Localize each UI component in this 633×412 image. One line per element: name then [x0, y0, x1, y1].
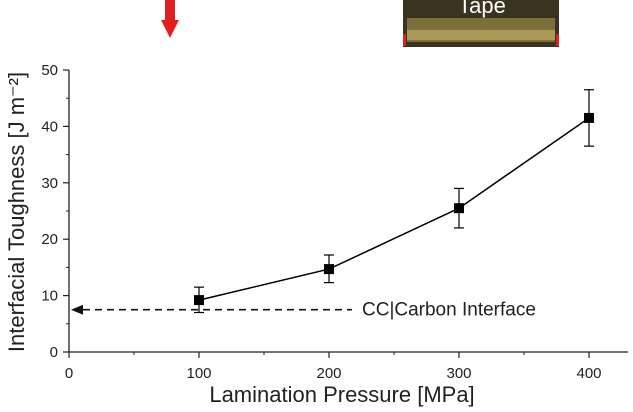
- y-tick-label: 50: [41, 62, 58, 79]
- x-axis-title: Lamination Pressure [MPa]: [209, 382, 474, 407]
- data-point: [454, 203, 464, 214]
- y-axis-title: Interfacial Toughness [J m⁻²]: [4, 72, 29, 352]
- y-tick-label: 0: [50, 344, 58, 361]
- tape-label: Tape: [458, 0, 506, 18]
- x-tick-label: 100: [186, 365, 211, 382]
- y-tick-label: 30: [41, 175, 58, 192]
- series-line: [198, 117, 590, 301]
- reference-arrow-icon: [71, 304, 83, 315]
- y-tick-label: 10: [41, 288, 58, 305]
- x-tick-label: 0: [65, 365, 73, 382]
- x-tick-label: 300: [446, 365, 471, 382]
- data-point: [584, 112, 594, 123]
- data-point: [324, 264, 334, 275]
- tape-photo: Tape: [403, 0, 559, 47]
- y-tick-label: 40: [41, 118, 58, 135]
- reference-line-label: CC|Carbon Interface: [362, 300, 536, 321]
- x-tick-label: 400: [576, 365, 601, 382]
- y-tick-label: 20: [41, 231, 58, 248]
- x-tick-label: 200: [316, 365, 341, 382]
- data-point: [194, 295, 204, 306]
- red-arrow-icon: [161, 0, 179, 38]
